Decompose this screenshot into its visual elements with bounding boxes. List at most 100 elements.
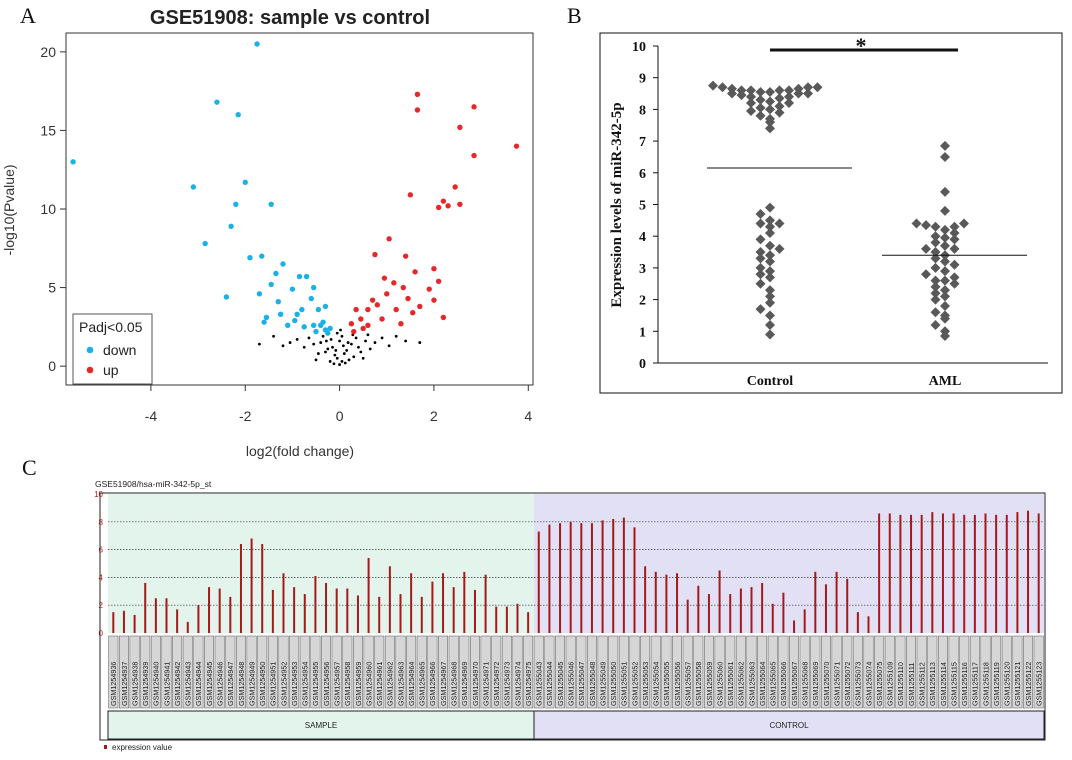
volcano-point-down	[310, 284, 317, 291]
sample-label: GSM1255051	[620, 662, 629, 706]
dotplot-point-aml	[949, 272, 960, 283]
sample-label-box	[246, 635, 257, 709]
sample-label: GSM1255117	[971, 662, 980, 706]
volcano-point-not-significant	[339, 328, 342, 332]
volcano-point-down	[259, 253, 265, 259]
dotplot-point-control	[755, 209, 766, 220]
volcano-point-up	[379, 316, 385, 322]
bar-GSM1255045	[559, 523, 562, 633]
volcano-x-tick-label: 4	[524, 408, 532, 424]
dotplot-point-control	[746, 105, 756, 116]
sample-label: GSM1254949	[247, 662, 256, 706]
sample-label-box	[480, 635, 491, 709]
sample-label: GSM1254937	[120, 662, 129, 706]
sample-label-box	[352, 635, 363, 709]
bar-GSM1254944	[197, 605, 200, 633]
sample-label: GSM1254973	[503, 662, 512, 706]
volcano-point-up	[351, 328, 357, 335]
bar-GSM1255057	[686, 599, 689, 633]
sample-label-box	[565, 635, 576, 709]
dotplot-y-tick-label: 7	[639, 135, 646, 150]
volcano-point-not-significant	[316, 352, 320, 355]
dotplot-y-tick-label: 6	[639, 167, 646, 182]
sample-label: GSM1255049	[598, 662, 607, 706]
sample-label-box	[374, 635, 385, 709]
sample-label: GSM1255045	[556, 662, 565, 706]
bar-GSM1254964	[410, 573, 413, 633]
sample-label: GSM1254963	[396, 662, 405, 706]
sample-label: GSM1254948	[237, 662, 246, 706]
sample-label: GSM1254971	[481, 662, 490, 706]
volcano-point-down	[263, 314, 270, 321]
sample-label: GSM1254974	[513, 662, 522, 706]
bar-GSM1255119	[995, 514, 998, 633]
dotplot-point-aml	[930, 307, 941, 318]
barplot-y-ticks: 0 2 4 6 8 10	[94, 490, 103, 638]
dotplot-y-tick-label: 10	[632, 40, 646, 55]
sample-label: GSM1255056	[673, 662, 682, 706]
sample-label: GSM1255063	[747, 662, 756, 706]
sample-label: GSM1255121	[1013, 662, 1022, 706]
dotplot-point-control	[765, 215, 775, 226]
sample-label-box	[778, 635, 789, 709]
sample-label-box	[182, 635, 193, 709]
sample-label-box	[682, 635, 693, 709]
bar-GSM1255114	[941, 513, 944, 633]
dotplot-point-control	[765, 96, 775, 107]
volcano-point-up	[384, 291, 390, 297]
sample-label-box	[810, 635, 821, 709]
dotplot-point-aml	[940, 151, 950, 162]
volcano-point-not-significant	[319, 341, 323, 344]
bar-GSM1255112	[920, 514, 923, 633]
volcano-point-not-significant	[404, 339, 408, 343]
dotplot-point-control	[784, 98, 794, 109]
bar-GSM1254954	[303, 594, 306, 633]
bar-GSM1255120	[1005, 514, 1008, 633]
volcano-point-not-significant	[357, 345, 360, 349]
sample-label: GSM1254941	[162, 662, 171, 706]
sample-label: GSM1254956	[322, 662, 331, 706]
group-label-control: CONTROL	[769, 721, 809, 730]
sample-label: GSM1254966	[428, 662, 437, 706]
sample-label-box	[757, 635, 768, 709]
dotplot-point-control	[765, 329, 775, 340]
sample-label: GSM1255046	[566, 662, 575, 706]
dotplot-point-control	[803, 82, 813, 93]
volcano-point-not-significant	[321, 334, 325, 338]
volcano-y-tick-label: 10	[40, 201, 56, 217]
bar-GSM1255113	[931, 512, 934, 633]
volcano-title: GSE51908: sample vs control	[150, 7, 430, 29]
sample-label: GSM1254950	[258, 662, 267, 706]
volcano-point-up	[353, 306, 359, 313]
sample-label-box	[1023, 635, 1034, 709]
volcano-point-not-significant	[347, 358, 351, 362]
bar-GSM1255058	[697, 585, 700, 633]
dotplot-point-control	[765, 285, 775, 296]
volcano-point-up	[391, 280, 397, 286]
sample-label: GSM1254944	[194, 662, 203, 706]
dotplot-point-control	[755, 218, 766, 229]
panel-label-b: B	[567, 3, 582, 28]
volcano-point-down	[70, 159, 76, 165]
barplot-y-tick-label: 8	[99, 518, 104, 527]
volcano-point-down	[296, 273, 303, 280]
sample-label: GSM1255065	[769, 662, 778, 706]
volcano-point-down	[303, 273, 310, 280]
dotplot-y-tick-label: 9	[639, 72, 646, 87]
bar-GSM1255065	[771, 603, 774, 633]
dotplot-point-control	[755, 86, 766, 97]
dotplot-frame	[599, 32, 1063, 394]
dotplot-point-aml	[949, 228, 960, 239]
sample-label: GSM1255053	[641, 662, 650, 706]
volcano-point-down	[292, 317, 298, 324]
dotplot-point-control	[755, 253, 766, 264]
bar-GSM1255053	[644, 566, 647, 633]
sample-label: GSM1255075	[875, 662, 884, 706]
dotplot-point-aml	[930, 253, 941, 264]
dotplot-point-control	[765, 291, 775, 302]
volcano-x-tick-label: -2	[239, 408, 252, 424]
sample-label: GSM1255057	[683, 662, 692, 706]
volcano-point-down	[242, 179, 248, 185]
dotplot-point-control	[765, 310, 775, 321]
dotplot-point-control	[708, 80, 718, 91]
